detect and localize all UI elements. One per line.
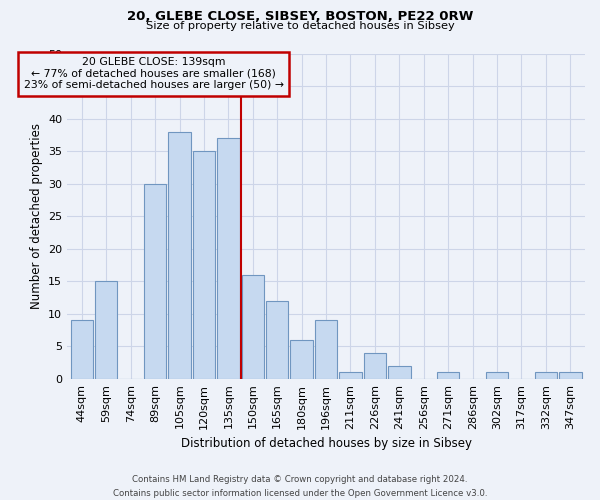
- Text: Contains HM Land Registry data © Crown copyright and database right 2024.
Contai: Contains HM Land Registry data © Crown c…: [113, 476, 487, 498]
- Bar: [535, 372, 557, 379]
- Bar: [437, 372, 460, 379]
- Bar: [217, 138, 239, 379]
- X-axis label: Distribution of detached houses by size in Sibsey: Distribution of detached houses by size …: [181, 437, 472, 450]
- Bar: [315, 320, 337, 379]
- Bar: [95, 282, 118, 379]
- Text: 20 GLEBE CLOSE: 139sqm
← 77% of detached houses are smaller (168)
23% of semi-de: 20 GLEBE CLOSE: 139sqm ← 77% of detached…: [24, 57, 284, 90]
- Bar: [559, 372, 581, 379]
- Y-axis label: Number of detached properties: Number of detached properties: [29, 124, 43, 310]
- Bar: [144, 184, 166, 379]
- Bar: [364, 353, 386, 379]
- Bar: [486, 372, 508, 379]
- Bar: [242, 275, 264, 379]
- Text: Size of property relative to detached houses in Sibsey: Size of property relative to detached ho…: [146, 21, 454, 31]
- Bar: [388, 366, 410, 379]
- Bar: [193, 152, 215, 379]
- Bar: [290, 340, 313, 379]
- Bar: [339, 372, 362, 379]
- Bar: [266, 301, 289, 379]
- Bar: [71, 320, 93, 379]
- Bar: [168, 132, 191, 379]
- Text: 20, GLEBE CLOSE, SIBSEY, BOSTON, PE22 0RW: 20, GLEBE CLOSE, SIBSEY, BOSTON, PE22 0R…: [127, 10, 473, 23]
